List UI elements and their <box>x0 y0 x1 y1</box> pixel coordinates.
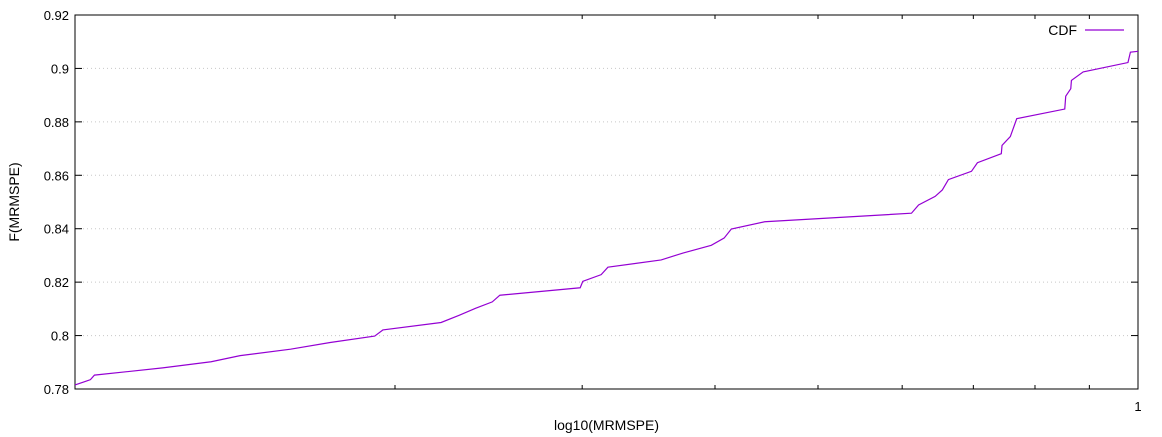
y-tick-label: 0.8 <box>51 329 69 344</box>
grid <box>75 67 1138 337</box>
legend: CDF <box>1048 22 1124 38</box>
y-axis-label: F(MRMSPE) <box>6 162 22 241</box>
x-axis-label: log10(MRMSPE) <box>554 417 659 433</box>
y-tick-label: 0.9 <box>51 61 69 76</box>
tick-labels: 0.78 0.8 0.82 0.84 0.86 0.88 0.9 0.92 1 <box>44 8 1142 414</box>
x-tick-label: 1 <box>1134 399 1141 414</box>
legend-label: CDF <box>1048 22 1077 38</box>
y-tick-label: 0.86 <box>44 168 69 183</box>
y-tick-label: 0.78 <box>44 382 69 397</box>
y-tick-label: 0.84 <box>44 222 69 237</box>
axis-ticks <box>75 14 1138 390</box>
y-tick-label: 0.82 <box>44 275 69 290</box>
y-tick-label: 0.92 <box>44 8 69 23</box>
cdf-series-line <box>74 50 1139 386</box>
y-tick-label: 0.88 <box>44 115 69 130</box>
plot-frame <box>74 14 1139 390</box>
